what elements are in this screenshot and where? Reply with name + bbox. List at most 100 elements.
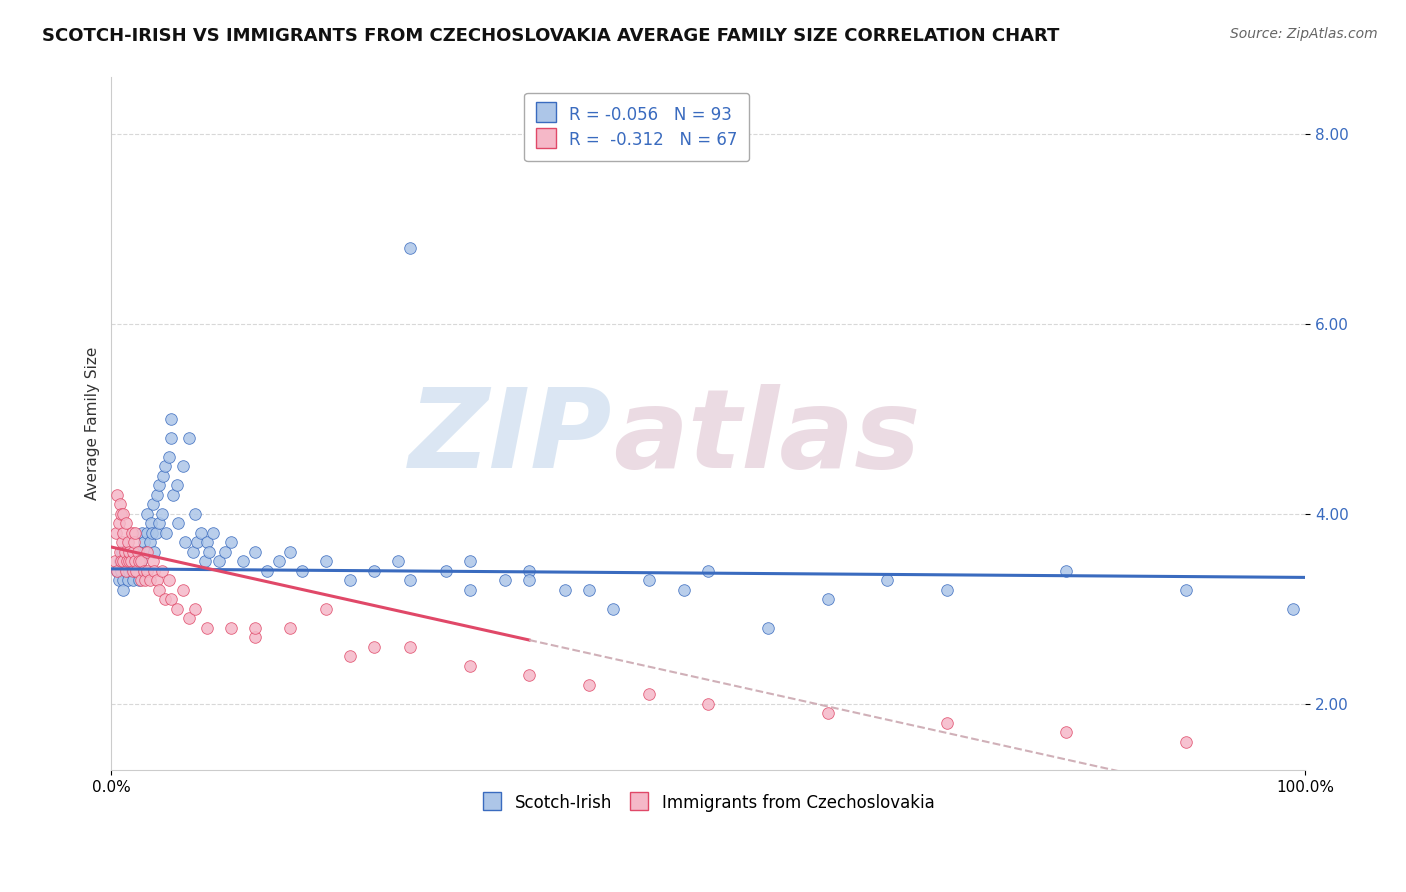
Point [399, 241, 422, 255]
Point [114, 545, 136, 559]
Point [136, 525, 159, 540]
Point [1174, 582, 1197, 597]
Point [363, 640, 385, 654]
Point [243, 621, 266, 635]
Point [155, 525, 177, 540]
Text: SCOTCH-IRISH VS IMMIGRANTS FROM CZECHOSLOVAKIA AVERAGE FAMILY SIZE CORRELATION C: SCOTCH-IRISH VS IMMIGRANTS FROM CZECHOSL… [42, 27, 1060, 45]
Point [160, 412, 183, 426]
Point [936, 715, 959, 730]
Point [114, 564, 136, 578]
Point [107, 516, 129, 531]
Point [201, 525, 224, 540]
Point [138, 535, 160, 549]
Legend: Scotch-Irish, Immigrants from Czechoslovakia: Scotch-Irish, Immigrants from Czechoslov… [470, 781, 946, 824]
Point [121, 564, 143, 578]
Point [112, 574, 135, 588]
Point [127, 545, 149, 559]
Point [148, 478, 170, 492]
Point [458, 658, 481, 673]
Point [697, 564, 720, 578]
Point [108, 497, 131, 511]
Point [118, 564, 141, 578]
Point [399, 574, 422, 588]
Point [121, 525, 143, 540]
Point [111, 545, 134, 559]
Point [517, 668, 540, 682]
Point [517, 564, 540, 578]
Point [134, 545, 156, 559]
Point [122, 554, 145, 568]
Point [105, 564, 128, 578]
Point [122, 545, 145, 559]
Point [876, 574, 898, 588]
Point [141, 525, 163, 540]
Point [458, 582, 481, 597]
Point [108, 554, 131, 568]
Point [315, 601, 337, 615]
Point [458, 554, 481, 568]
Point [1174, 734, 1197, 748]
Point [578, 678, 600, 692]
Point [494, 574, 516, 588]
Point [112, 554, 135, 568]
Point [110, 554, 132, 568]
Point [243, 630, 266, 644]
Point [219, 535, 242, 549]
Point [122, 535, 145, 549]
Point [125, 564, 148, 578]
Point [112, 525, 135, 540]
Point [167, 516, 190, 531]
Point [697, 697, 720, 711]
Point [280, 621, 302, 635]
Text: ZIP: ZIP [409, 384, 613, 491]
Point [142, 554, 165, 568]
Point [127, 564, 149, 578]
Point [145, 525, 167, 540]
Point [1282, 601, 1305, 615]
Point [153, 459, 176, 474]
Point [291, 564, 314, 578]
Point [105, 488, 128, 502]
Point [339, 574, 361, 588]
Point [131, 525, 153, 540]
Point [139, 516, 162, 531]
Point [148, 516, 170, 531]
Point [315, 554, 337, 568]
Point [112, 554, 135, 568]
Point [117, 574, 139, 588]
Point [150, 564, 173, 578]
Point [208, 554, 231, 568]
Point [118, 545, 141, 559]
Point [177, 611, 200, 625]
Point [115, 554, 138, 568]
Point [107, 574, 129, 588]
Point [1056, 725, 1078, 739]
Point [193, 554, 215, 568]
Point [148, 582, 170, 597]
Point [214, 545, 236, 559]
Point [150, 507, 173, 521]
Point [162, 488, 184, 502]
Point [142, 497, 165, 511]
Point [143, 564, 166, 578]
Point [166, 601, 188, 615]
Point [124, 545, 146, 559]
Point [129, 574, 152, 588]
Point [363, 564, 385, 578]
Point [136, 507, 159, 521]
Point [125, 554, 148, 568]
Point [817, 706, 839, 720]
Point [122, 564, 145, 578]
Point [174, 535, 197, 549]
Point [134, 574, 156, 588]
Point [232, 554, 254, 568]
Point [120, 554, 142, 568]
Point [153, 592, 176, 607]
Point [110, 564, 132, 578]
Point [198, 545, 221, 559]
Point [112, 582, 135, 597]
Point [1056, 564, 1078, 578]
Point [129, 554, 152, 568]
Point [160, 431, 183, 445]
Point [108, 545, 131, 559]
